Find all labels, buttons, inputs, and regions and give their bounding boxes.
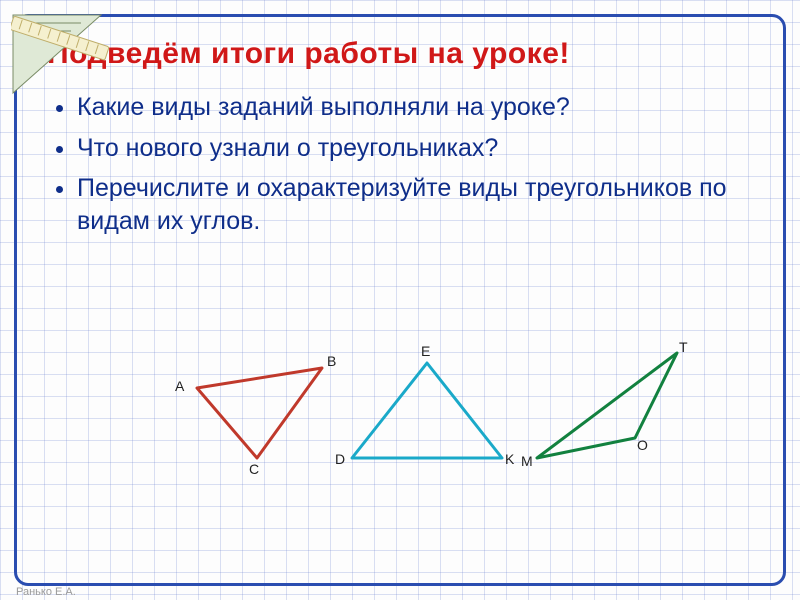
bullet-item: Какие виды заданий выполняли на уроке? — [77, 91, 757, 124]
bullet-item: Что нового узнали о треугольниках? — [77, 132, 757, 165]
triangle-DEK — [352, 363, 502, 458]
vertex-label-A: A — [175, 378, 184, 394]
slide-title: Подведём итоги работы на уроке! — [47, 37, 757, 71]
triangles-figure: A B C D E KM O T — [167, 333, 687, 513]
bullet-item: Перечислите и охарактеризуйте виды треуг… — [77, 172, 757, 237]
vertex-label-B: B — [327, 353, 336, 369]
vertex-label-E: E — [421, 343, 430, 359]
vertex-label-K: K — [505, 451, 514, 467]
vertex-label-M: M — [521, 453, 533, 469]
vertex-label-D: D — [335, 451, 345, 467]
triangle-ABC — [197, 368, 322, 458]
slide-background: Подведём итоги работы на уроке! Какие ви… — [0, 0, 800, 600]
triangle-MOT — [537, 353, 677, 458]
slide-frame: Подведём итоги работы на уроке! Какие ви… — [14, 14, 786, 586]
vertex-label-C: C — [249, 461, 259, 477]
author-credit: Ранько Е.А. — [16, 586, 76, 598]
vertex-label-T: T — [679, 339, 688, 355]
vertex-label-O: O — [637, 437, 648, 453]
triangles-svg — [167, 333, 687, 513]
bullet-list: Какие виды заданий выполняли на уроке? Ч… — [47, 91, 757, 237]
